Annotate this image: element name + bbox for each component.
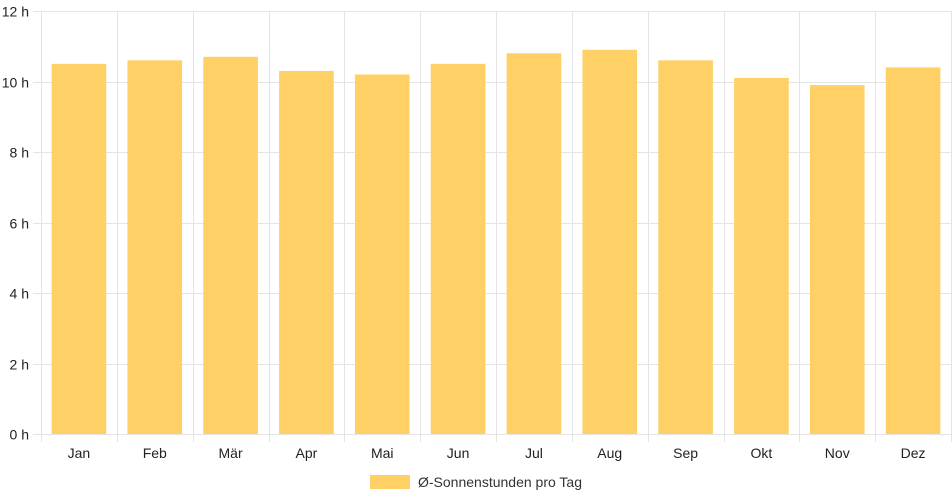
bar-sep[interactable] (658, 60, 713, 434)
x-tick-label: Jun (447, 445, 470, 461)
y-tick-label: 0 h (10, 427, 29, 443)
legend[interactable]: Ø-Sonnenstunden pro Tag (370, 474, 582, 490)
x-tick-label: Apr (296, 445, 318, 461)
legend-label[interactable]: Ø-Sonnenstunden pro Tag (418, 474, 582, 490)
y-tick-label: 4 h (10, 286, 29, 302)
x-tick-label: Mai (371, 445, 394, 461)
x-tick-label: Sep (673, 445, 698, 461)
bars (51, 49, 941, 435)
bar-apr[interactable] (279, 70, 334, 435)
x-tick-label: Aug (597, 445, 622, 461)
x-tick-label: Jul (525, 445, 543, 461)
bar-jun[interactable] (430, 63, 486, 434)
x-tick-label: Dez (901, 445, 926, 461)
bar-nov[interactable] (809, 85, 865, 435)
y-tick-label: 8 h (10, 145, 29, 161)
bar-dez[interactable] (885, 67, 941, 435)
grid (33, 11, 952, 442)
y-tick-label: 2 h (10, 357, 29, 373)
x-tick-label: Jan (68, 445, 91, 461)
x-tick-label: Mär (219, 445, 243, 461)
x-tick-label: Nov (825, 445, 850, 461)
bar-aug[interactable] (582, 49, 638, 435)
bar-jan[interactable] (51, 63, 107, 434)
y-tick-label: 10 h (2, 75, 29, 91)
bar-mai[interactable] (354, 74, 410, 434)
legend-swatch[interactable] (370, 475, 410, 489)
bar-okt[interactable] (734, 77, 789, 434)
bar-jul[interactable] (506, 53, 562, 435)
axes: 0 h 2 h 4 h 6 h 8 h 10 h 12 h Jan Feb Mär Apr Mai Ju… (2, 4, 926, 462)
x-tick-label: Okt (751, 445, 773, 461)
bar-mär[interactable] (203, 56, 258, 434)
bar-feb[interactable] (127, 60, 183, 434)
y-tick-label: 12 h (2, 4, 29, 20)
x-tick-label: Feb (143, 445, 167, 461)
y-tick-label: 6 h (10, 216, 29, 232)
